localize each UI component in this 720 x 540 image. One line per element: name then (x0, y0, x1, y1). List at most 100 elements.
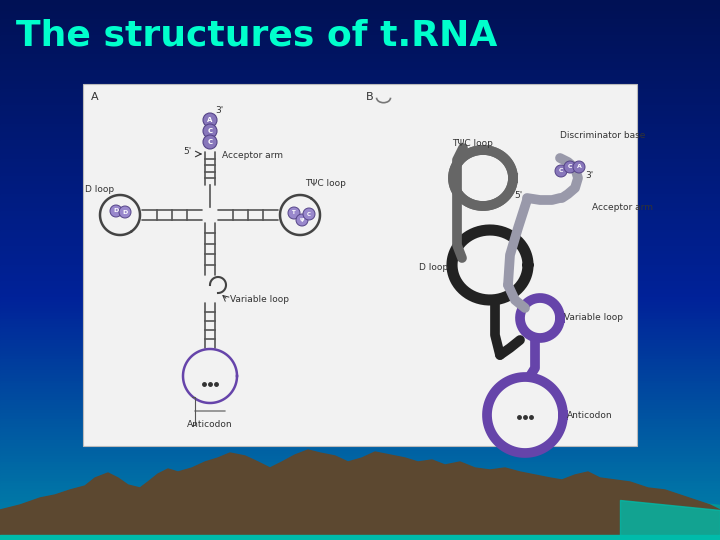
Bar (0, 194, 720, 198)
Bar (0, 32, 720, 36)
Bar (0, 289, 720, 293)
Text: A: A (91, 92, 99, 102)
Circle shape (203, 124, 217, 138)
Bar (0, 68, 720, 71)
Bar (0, 292, 720, 295)
Bar (0, 481, 720, 484)
Bar (0, 165, 720, 168)
Bar (0, 532, 720, 536)
Text: A: A (207, 117, 212, 123)
Bar (0, 208, 720, 212)
Bar (0, 86, 720, 90)
Bar (0, 256, 720, 260)
Bar (0, 516, 720, 519)
Bar (0, 302, 720, 306)
Bar (0, 122, 720, 125)
Bar (0, 424, 720, 428)
Bar (0, 505, 720, 509)
Text: C: C (568, 165, 572, 170)
Bar (0, 254, 720, 258)
Bar (0, 211, 720, 214)
Circle shape (203, 113, 217, 127)
Text: Acceptor arm: Acceptor arm (592, 204, 653, 213)
Bar (0, 227, 720, 231)
Bar (0, 40, 720, 44)
Bar (0, 119, 720, 123)
Bar (0, 446, 720, 449)
Bar (0, 386, 720, 390)
Bar (0, 526, 720, 530)
Bar (0, 284, 720, 287)
Bar (0, 351, 720, 355)
Bar (0, 464, 720, 468)
Text: 3': 3' (215, 106, 223, 115)
Bar (0, 378, 720, 382)
Circle shape (564, 161, 576, 173)
Bar (0, 140, 720, 144)
Text: 3': 3' (585, 171, 593, 179)
Bar (0, 362, 720, 366)
Bar (0, 59, 720, 63)
Bar (0, 65, 720, 69)
Bar (0, 389, 720, 393)
Bar (0, 497, 720, 501)
Bar (0, 335, 720, 339)
Circle shape (288, 207, 300, 219)
Bar (0, 448, 720, 452)
Bar (0, 462, 720, 465)
Bar (0, 240, 720, 244)
Bar (0, 73, 720, 77)
Bar (0, 143, 720, 147)
Bar (0, 429, 720, 433)
Bar (0, 513, 720, 517)
Bar (0, 535, 720, 538)
Bar (0, 135, 720, 139)
Bar (0, 364, 720, 368)
Bar (0, 108, 720, 112)
Bar (0, 408, 720, 411)
Bar (0, 100, 720, 104)
Bar (0, 19, 720, 23)
Text: 5': 5' (515, 192, 523, 200)
Bar (0, 205, 720, 209)
Text: The structures of t.RNA: The structures of t.RNA (16, 18, 498, 52)
Bar (0, 0, 720, 4)
Bar (0, 321, 720, 325)
Circle shape (555, 165, 567, 177)
Bar (0, 213, 720, 217)
Text: Discriminator base: Discriminator base (560, 131, 645, 140)
Circle shape (296, 214, 308, 226)
Bar (0, 440, 720, 444)
Bar (0, 176, 720, 179)
Text: TΨC loop: TΨC loop (305, 179, 346, 187)
Bar (0, 111, 720, 114)
Text: Variable loop: Variable loop (564, 314, 623, 322)
Bar (0, 78, 720, 82)
Bar (0, 200, 720, 204)
Polygon shape (453, 150, 513, 206)
Bar (0, 186, 720, 190)
Bar (0, 432, 720, 436)
Circle shape (303, 208, 315, 220)
Bar (0, 154, 720, 158)
Bar (0, 375, 720, 379)
Text: Anticodon: Anticodon (187, 420, 233, 429)
Bar (0, 62, 720, 66)
Polygon shape (520, 298, 560, 338)
Bar (0, 221, 720, 225)
Bar (0, 81, 720, 85)
Bar (0, 529, 720, 533)
Bar (0, 359, 720, 363)
Bar (0, 332, 720, 336)
Text: D loop: D loop (419, 264, 448, 273)
Bar (0, 340, 720, 344)
Bar (0, 124, 720, 128)
Bar (0, 8, 720, 12)
Bar (0, 54, 720, 58)
Bar (0, 410, 720, 414)
Bar (0, 127, 720, 131)
Bar (0, 494, 720, 498)
Bar (0, 273, 720, 276)
Text: C: C (207, 128, 212, 134)
Bar (0, 454, 720, 457)
